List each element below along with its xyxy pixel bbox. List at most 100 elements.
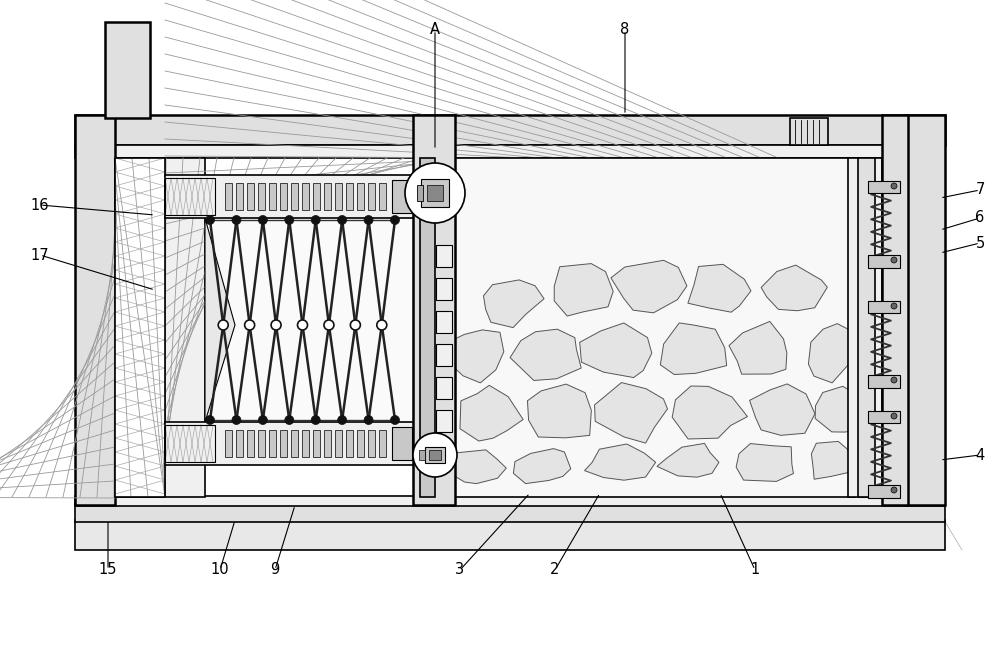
Circle shape bbox=[405, 163, 465, 223]
Bar bbox=[357, 183, 364, 210]
Bar bbox=[436, 344, 452, 366]
Bar bbox=[848, 158, 882, 497]
Circle shape bbox=[891, 303, 897, 309]
Bar bbox=[420, 158, 435, 497]
Bar bbox=[868, 375, 900, 388]
Circle shape bbox=[377, 320, 387, 330]
Polygon shape bbox=[808, 324, 854, 383]
Circle shape bbox=[891, 183, 897, 189]
Polygon shape bbox=[443, 330, 504, 383]
Bar bbox=[392, 427, 412, 460]
Polygon shape bbox=[585, 444, 656, 480]
Text: 9: 9 bbox=[270, 562, 280, 577]
Bar bbox=[105, 22, 150, 118]
Polygon shape bbox=[460, 385, 523, 441]
Bar bbox=[75, 145, 945, 158]
Text: 16: 16 bbox=[31, 198, 49, 213]
Bar bbox=[115, 158, 165, 497]
Bar bbox=[357, 430, 364, 457]
Bar bbox=[324, 183, 331, 210]
Bar bbox=[236, 183, 243, 210]
Circle shape bbox=[891, 377, 897, 383]
Circle shape bbox=[218, 320, 228, 330]
Polygon shape bbox=[611, 261, 687, 313]
Bar bbox=[165, 158, 205, 497]
Bar bbox=[419, 450, 425, 460]
Circle shape bbox=[350, 320, 360, 330]
Circle shape bbox=[258, 416, 267, 424]
Polygon shape bbox=[510, 329, 581, 381]
Text: 1: 1 bbox=[750, 562, 760, 577]
Bar bbox=[858, 158, 875, 497]
Bar bbox=[868, 411, 900, 423]
Bar bbox=[379, 183, 386, 210]
Bar bbox=[75, 115, 115, 505]
Bar bbox=[302, 183, 309, 210]
Text: A: A bbox=[430, 23, 440, 38]
Text: 5: 5 bbox=[975, 235, 985, 251]
Bar bbox=[247, 430, 254, 457]
Bar bbox=[436, 377, 452, 399]
Bar bbox=[346, 430, 353, 457]
Bar bbox=[425, 447, 445, 463]
Bar bbox=[868, 255, 900, 268]
Circle shape bbox=[232, 215, 241, 225]
Bar bbox=[302, 430, 309, 457]
Circle shape bbox=[324, 320, 334, 330]
Bar bbox=[324, 430, 331, 457]
Bar bbox=[436, 410, 452, 432]
Circle shape bbox=[298, 320, 308, 330]
Text: 6: 6 bbox=[975, 210, 985, 225]
Bar bbox=[165, 178, 215, 215]
Bar bbox=[413, 115, 455, 505]
Bar bbox=[165, 425, 215, 462]
Bar bbox=[75, 504, 945, 522]
Bar bbox=[205, 218, 415, 422]
Circle shape bbox=[891, 487, 897, 493]
Circle shape bbox=[271, 320, 281, 330]
Bar bbox=[313, 430, 320, 457]
Bar bbox=[455, 158, 855, 497]
Circle shape bbox=[311, 416, 320, 424]
Bar bbox=[313, 183, 320, 210]
Bar bbox=[75, 520, 945, 550]
Circle shape bbox=[232, 416, 241, 424]
Bar bbox=[392, 180, 412, 213]
Polygon shape bbox=[729, 322, 787, 374]
Text: 8: 8 bbox=[620, 23, 630, 38]
Polygon shape bbox=[811, 442, 857, 479]
Bar bbox=[258, 430, 265, 457]
Circle shape bbox=[364, 416, 373, 424]
Bar bbox=[436, 443, 452, 465]
Polygon shape bbox=[657, 444, 719, 477]
Bar bbox=[75, 496, 945, 506]
Bar bbox=[165, 175, 415, 218]
Circle shape bbox=[285, 416, 294, 424]
Polygon shape bbox=[750, 384, 815, 436]
Text: 15: 15 bbox=[99, 562, 117, 577]
Bar bbox=[436, 245, 452, 267]
Polygon shape bbox=[527, 384, 591, 438]
Circle shape bbox=[338, 215, 347, 225]
Bar bbox=[258, 183, 265, 210]
Circle shape bbox=[245, 320, 255, 330]
Bar bbox=[115, 158, 165, 497]
Bar bbox=[417, 185, 423, 201]
Polygon shape bbox=[688, 265, 751, 312]
Text: 2: 2 bbox=[550, 562, 560, 577]
Bar bbox=[335, 183, 342, 210]
Bar bbox=[436, 311, 452, 333]
Circle shape bbox=[413, 433, 457, 477]
Bar bbox=[225, 183, 232, 210]
Bar bbox=[280, 183, 287, 210]
Bar bbox=[291, 430, 298, 457]
Bar bbox=[280, 430, 287, 457]
Polygon shape bbox=[736, 444, 793, 481]
Bar bbox=[905, 115, 945, 505]
Bar bbox=[379, 430, 386, 457]
Circle shape bbox=[285, 215, 294, 225]
Polygon shape bbox=[815, 387, 861, 432]
Bar bbox=[291, 183, 298, 210]
Polygon shape bbox=[483, 280, 544, 328]
Text: 7: 7 bbox=[975, 182, 985, 198]
